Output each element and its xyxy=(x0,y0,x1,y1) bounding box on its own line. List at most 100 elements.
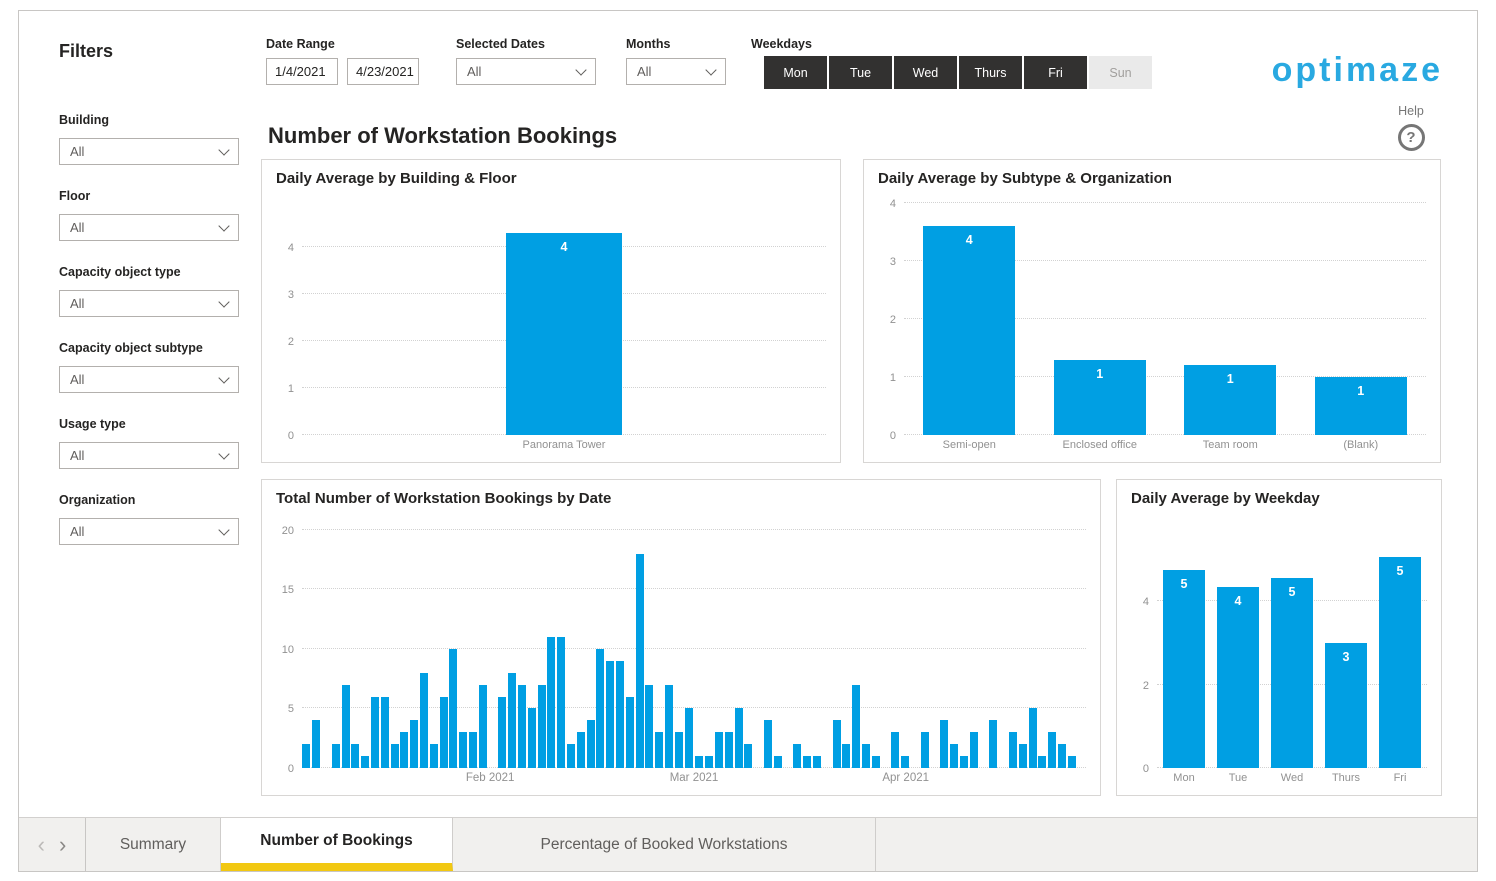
bar[interactable]: 5 xyxy=(1163,570,1205,768)
bar[interactable] xyxy=(636,554,645,768)
weekday-button-wed[interactable]: Wed xyxy=(894,56,957,89)
bar[interactable] xyxy=(792,744,801,768)
bar[interactable] xyxy=(939,720,948,768)
bar[interactable] xyxy=(988,720,997,768)
bar[interactable] xyxy=(694,756,703,768)
bar[interactable] xyxy=(871,756,880,768)
bar[interactable] xyxy=(430,744,439,768)
usage-type-dropdown[interactable]: All xyxy=(59,442,239,469)
bar[interactable] xyxy=(342,685,350,768)
bar[interactable] xyxy=(861,744,870,768)
bar[interactable] xyxy=(773,756,782,768)
weekday-button-mon[interactable]: Mon xyxy=(764,56,827,89)
capacity-object-type-dropdown[interactable]: All xyxy=(59,290,239,317)
bar[interactable] xyxy=(498,697,507,768)
bar[interactable] xyxy=(420,673,429,768)
date-range-end-input[interactable]: 4/23/2021 xyxy=(347,58,419,85)
bar[interactable] xyxy=(704,756,713,768)
bar[interactable] xyxy=(351,744,360,768)
bar[interactable]: 1 xyxy=(1314,377,1407,435)
bar[interactable] xyxy=(743,744,752,768)
bar[interactable] xyxy=(587,720,596,768)
bar[interactable] xyxy=(763,720,772,768)
capacity-object-subtype-dropdown[interactable]: All xyxy=(59,366,239,393)
bar[interactable]: 1 xyxy=(1184,365,1277,435)
bar[interactable] xyxy=(949,744,958,768)
bar[interactable] xyxy=(302,744,310,768)
bar[interactable]: 4 xyxy=(923,226,1016,435)
bar[interactable] xyxy=(606,661,615,768)
bar[interactable] xyxy=(538,685,547,768)
bar[interactable]: 3 xyxy=(1325,643,1367,768)
bar[interactable] xyxy=(714,732,723,768)
bar[interactable] xyxy=(410,720,419,768)
bar[interactable] xyxy=(449,649,458,768)
chevron-right-icon[interactable]: › xyxy=(59,831,67,857)
bar[interactable]: 5 xyxy=(1271,578,1313,768)
bar[interactable] xyxy=(469,732,478,768)
weekday-button-sun[interactable]: Sun xyxy=(1089,56,1152,89)
bar[interactable] xyxy=(361,756,370,768)
bar[interactable] xyxy=(547,637,556,768)
bar[interactable] xyxy=(959,756,968,768)
bar[interactable]: 4 xyxy=(1217,587,1259,768)
chevron-left-icon[interactable]: ‹ xyxy=(37,831,45,857)
bar[interactable] xyxy=(557,637,566,768)
bar[interactable] xyxy=(812,756,821,768)
organization-dropdown[interactable]: All xyxy=(59,518,239,545)
bar[interactable] xyxy=(440,697,449,768)
bar[interactable] xyxy=(969,732,978,768)
bar[interactable]: 1 xyxy=(1053,360,1146,435)
bar[interactable] xyxy=(1067,756,1076,768)
bar[interactable] xyxy=(391,744,400,768)
bar[interactable] xyxy=(381,697,390,768)
bar[interactable] xyxy=(596,649,605,768)
bar[interactable] xyxy=(459,732,468,768)
bar[interactable] xyxy=(655,732,664,768)
bar[interactable] xyxy=(400,732,409,768)
bar[interactable] xyxy=(1018,744,1027,768)
weekday-button-thurs[interactable]: Thurs xyxy=(959,56,1022,89)
tab-number-of-bookings[interactable]: Number of Bookings xyxy=(221,818,453,871)
bar[interactable] xyxy=(567,744,576,768)
floor-dropdown[interactable]: All xyxy=(59,214,239,241)
bar[interactable] xyxy=(479,685,488,768)
bar[interactable] xyxy=(890,732,899,768)
tab-summary[interactable]: Summary xyxy=(86,818,221,871)
help-question-icon[interactable]: ? xyxy=(1397,124,1425,151)
bar[interactable] xyxy=(1037,756,1046,768)
bar[interactable] xyxy=(332,744,340,768)
bar[interactable] xyxy=(920,732,929,768)
bar[interactable] xyxy=(1028,708,1037,768)
bar[interactable] xyxy=(1047,732,1056,768)
bar[interactable] xyxy=(626,697,635,768)
bar[interactable] xyxy=(616,661,625,768)
bar[interactable] xyxy=(802,756,811,768)
bar[interactable] xyxy=(518,685,527,768)
bar[interactable] xyxy=(685,708,694,768)
bar[interactable]: 5 xyxy=(1379,557,1421,768)
bar[interactable] xyxy=(832,720,841,768)
bar[interactable] xyxy=(1057,744,1066,768)
bar[interactable] xyxy=(841,744,850,768)
bar[interactable] xyxy=(1008,732,1017,768)
bar[interactable]: 4 xyxy=(506,233,622,435)
bar[interactable] xyxy=(675,732,684,768)
tab-percentage-of-booked-workstations[interactable]: Percentage of Booked Workstations xyxy=(453,818,876,871)
weekday-button-fri[interactable]: Fri xyxy=(1024,56,1087,89)
months-dropdown[interactable]: All xyxy=(626,58,726,85)
bar[interactable] xyxy=(724,732,733,768)
bar[interactable] xyxy=(312,720,320,768)
building-dropdown[interactable]: All xyxy=(59,138,239,165)
weekday-button-tue[interactable]: Tue xyxy=(829,56,892,89)
date-range-start-input[interactable]: 1/4/2021 xyxy=(266,58,338,85)
bar[interactable] xyxy=(645,685,654,768)
bar[interactable] xyxy=(900,756,909,768)
bar[interactable] xyxy=(851,685,860,768)
bar[interactable] xyxy=(665,685,674,768)
bar[interactable] xyxy=(528,708,537,768)
bar[interactable] xyxy=(508,673,517,768)
bar[interactable] xyxy=(371,697,380,768)
bar[interactable] xyxy=(734,708,743,768)
bar[interactable] xyxy=(577,732,586,768)
